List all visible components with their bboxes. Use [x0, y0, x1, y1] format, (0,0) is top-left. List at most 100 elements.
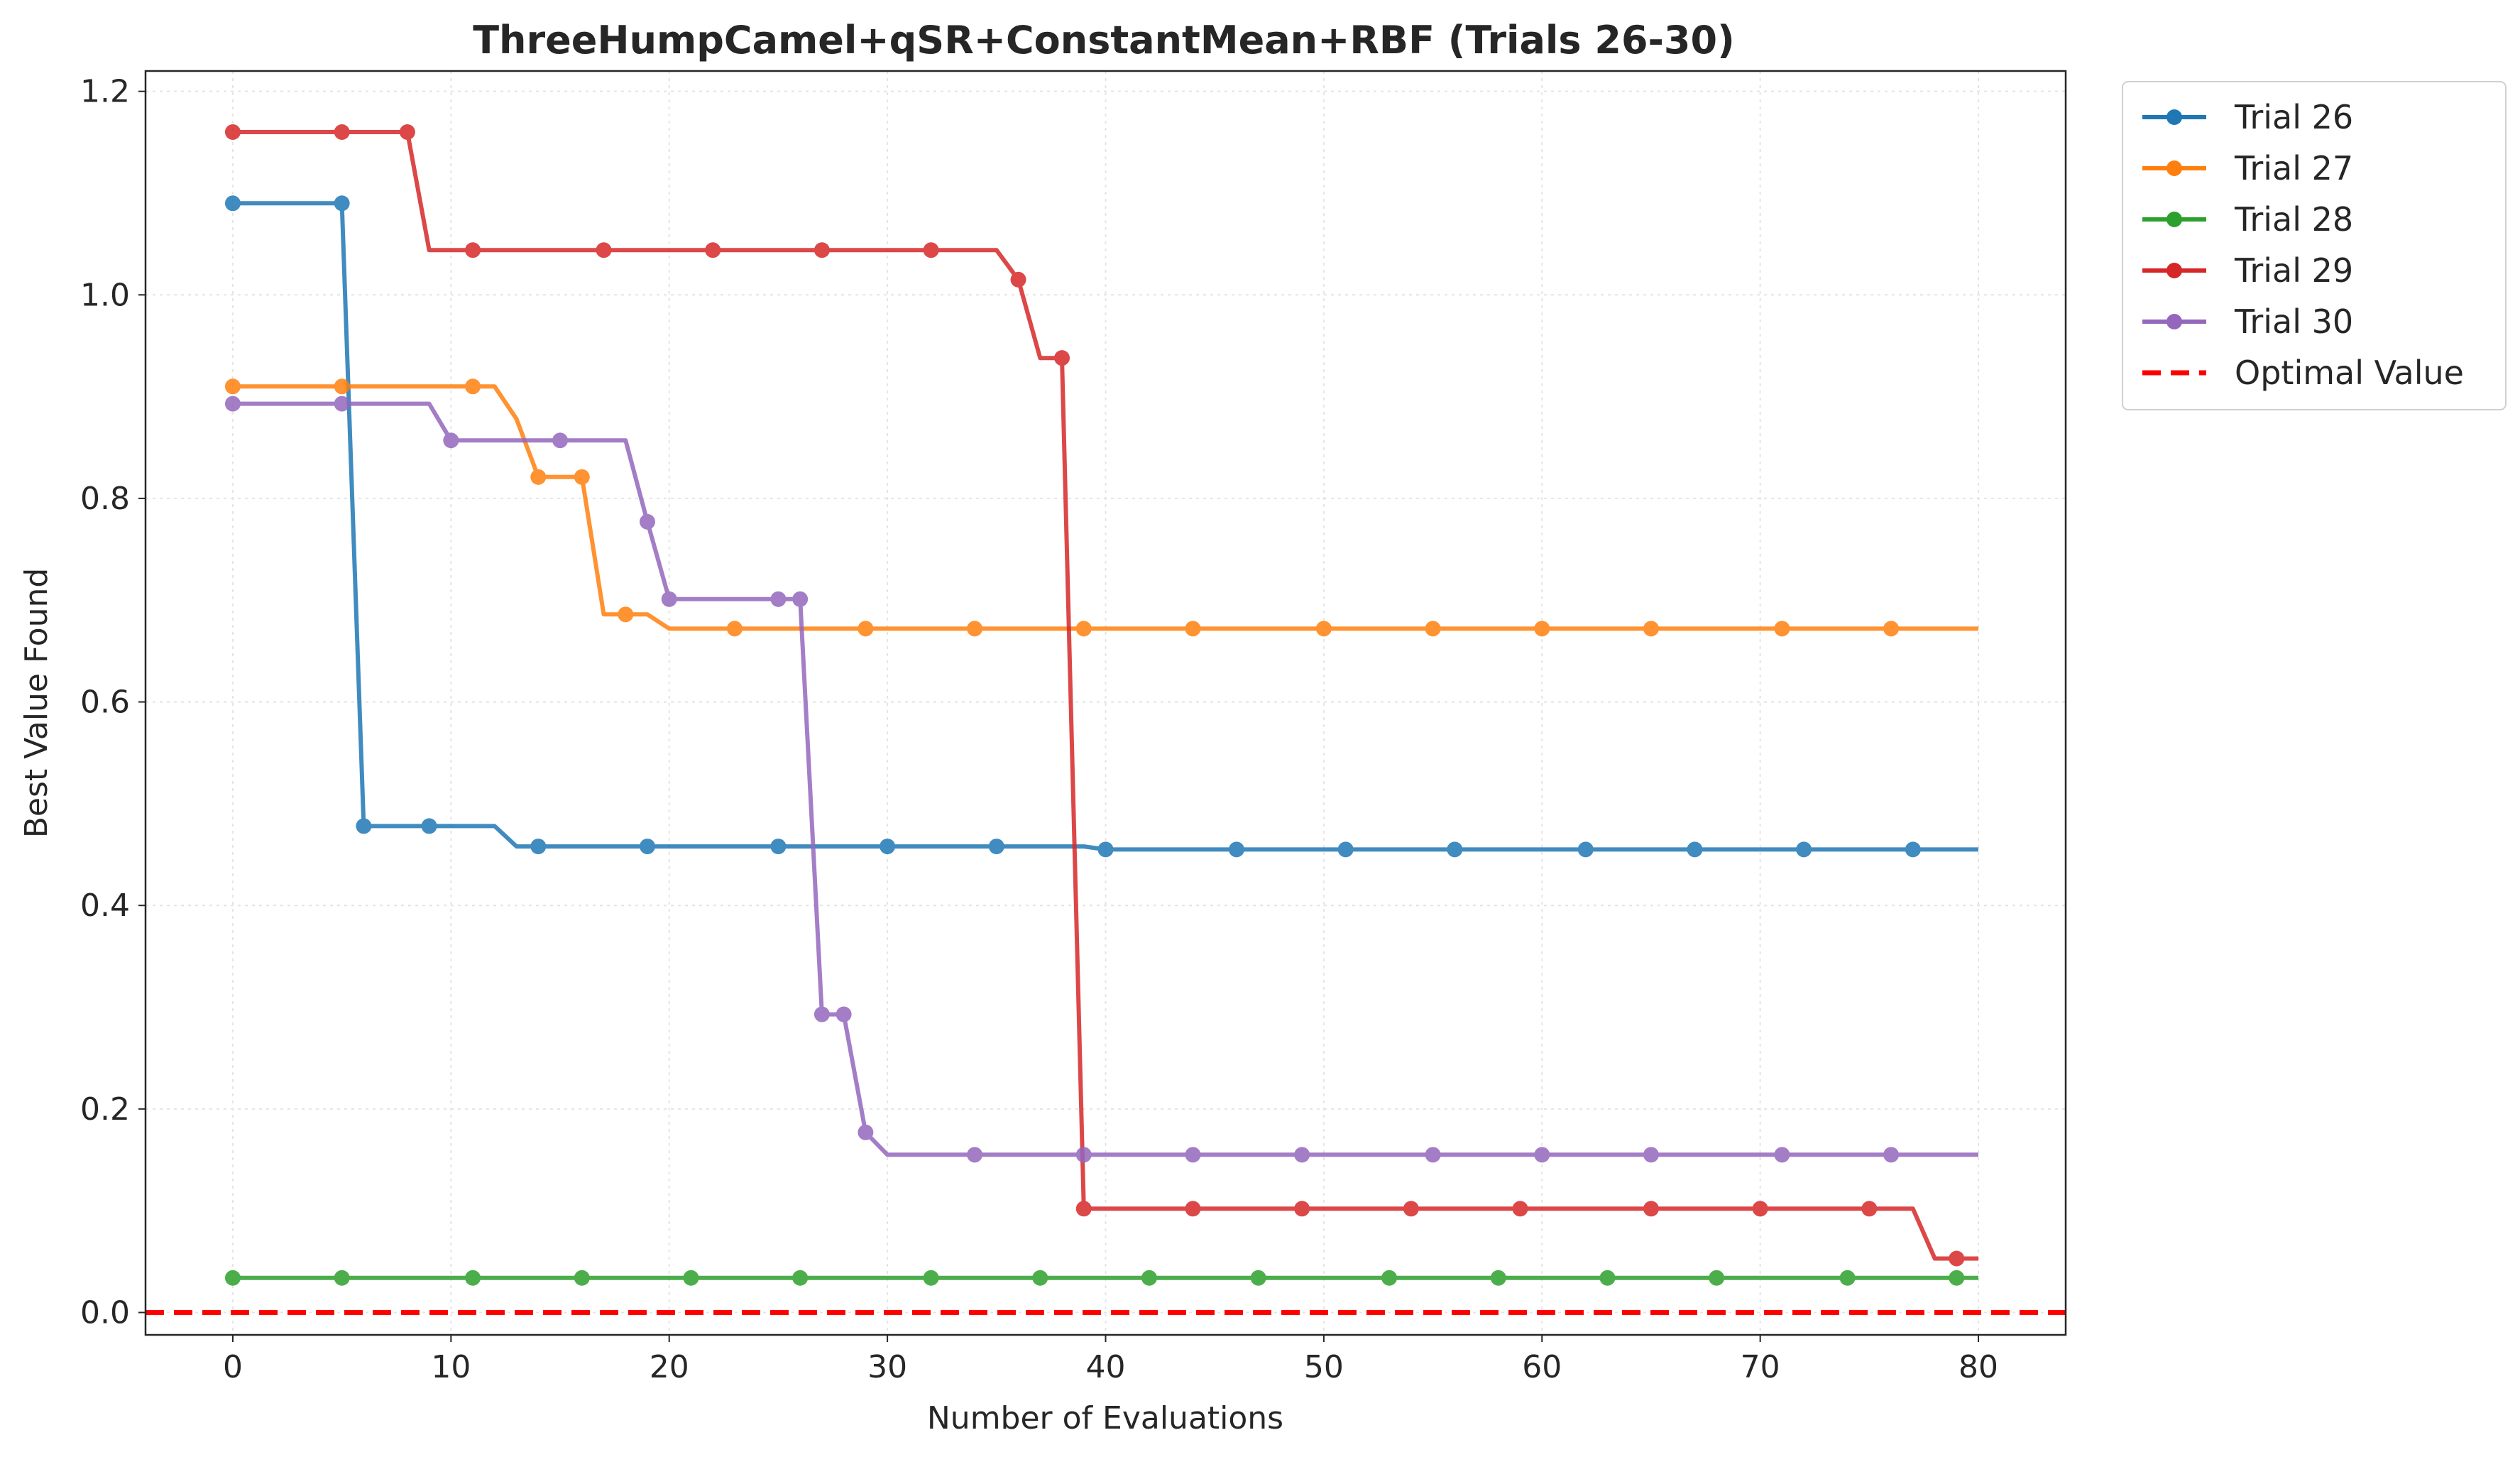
grid [146, 71, 2066, 1335]
series-trial-29 [224, 124, 1978, 1267]
legend-item: Trial 27 [2142, 149, 2353, 187]
data-point [1250, 1270, 1266, 1286]
data-point [224, 395, 241, 412]
data-point [356, 818, 372, 834]
x-tick-label: 30 [867, 1349, 907, 1385]
data-point [224, 1270, 241, 1286]
legend-label: Optimal Value [2235, 354, 2464, 392]
legend-item: Trial 30 [2142, 302, 2353, 341]
y-tick-label: 1.0 [80, 277, 130, 313]
data-point [1839, 1270, 1856, 1286]
data-point [1075, 1201, 1092, 1217]
data-point [1425, 1147, 1441, 1163]
x-tick-label: 40 [1086, 1349, 1126, 1385]
data-point [1883, 621, 1900, 637]
data-point [1687, 841, 1703, 858]
data-point [770, 839, 787, 855]
data-point [1752, 1201, 1768, 1217]
series-line [233, 130, 1978, 1261]
data-point [1228, 841, 1244, 858]
data-point [1643, 1201, 1659, 1217]
data-point [465, 242, 481, 258]
data-point [1534, 1147, 1550, 1163]
data-point [1185, 1201, 1201, 1217]
data-point [1643, 621, 1659, 637]
data-point [421, 818, 437, 834]
legend-box [2122, 81, 2507, 410]
data-point [1577, 841, 1594, 858]
y-tick-label: 0.4 [80, 888, 130, 924]
legend-swatch-marker [2166, 109, 2182, 125]
legend-item: Trial 29 [2142, 251, 2353, 290]
x-tick-label: 50 [1304, 1349, 1344, 1385]
data-point [465, 378, 481, 395]
data-point [967, 621, 983, 637]
data-point [836, 1006, 852, 1022]
data-point [770, 591, 787, 607]
data-point [705, 242, 721, 258]
data-point [1774, 621, 1790, 637]
legend-item: Trial 26 [2142, 98, 2353, 136]
data-point [1294, 1147, 1310, 1163]
data-point [683, 1270, 699, 1286]
x-tick-label: 10 [431, 1349, 471, 1385]
x-tick-label: 80 [1959, 1349, 1998, 1385]
x-tick-label: 0 [223, 1349, 243, 1385]
data-point [858, 1124, 874, 1140]
data-point [1425, 621, 1441, 637]
data-point [1599, 1270, 1616, 1286]
chart-title: ThreeHumpCamel+qSR+ConstantMean+RBF (Tri… [473, 18, 1735, 62]
data-point [1054, 350, 1070, 366]
data-point [1534, 621, 1550, 637]
data-point [224, 124, 241, 140]
y-tick-label: 0.0 [80, 1294, 130, 1331]
data-point [661, 591, 677, 607]
data-point [813, 242, 830, 258]
data-point [1447, 841, 1463, 858]
data-point [224, 378, 241, 395]
y-tick-label: 0.6 [80, 684, 130, 721]
data-point [639, 513, 655, 530]
data-point [923, 242, 939, 258]
data-point [443, 432, 459, 449]
data-point [530, 469, 547, 485]
data-point [334, 1270, 350, 1286]
legend-swatch-marker [2166, 160, 2182, 176]
data-point [1949, 1270, 1965, 1286]
data-point [1294, 1201, 1310, 1217]
series-trial-30 [224, 395, 1978, 1163]
data-point [1075, 1147, 1092, 1163]
legend-swatch-marker [2166, 314, 2182, 329]
data-point [1032, 1270, 1048, 1286]
data-point [858, 621, 874, 637]
data-point [1315, 621, 1332, 637]
data-point [1403, 1201, 1419, 1217]
data-point [1949, 1250, 1965, 1267]
legend-label: Trial 28 [2234, 200, 2353, 239]
y-tick-label: 0.8 [80, 481, 130, 517]
data-point [1381, 1270, 1398, 1286]
data-point [923, 1270, 939, 1286]
legend-swatch-marker [2166, 263, 2182, 278]
data-point [988, 839, 1004, 855]
data-point [465, 1270, 481, 1286]
y-tick-label: 0.2 [80, 1091, 130, 1128]
legend-label: Trial 29 [2234, 251, 2353, 290]
series-trial-28 [224, 1270, 1978, 1286]
data-point [1883, 1147, 1900, 1163]
data-point [1905, 841, 1921, 858]
legend-item: Optimal Value [2142, 354, 2464, 392]
data-point [813, 1006, 830, 1022]
data-point [792, 1270, 809, 1286]
data-point [967, 1147, 983, 1163]
axis-ticks: 0 10 20 30 40 50 60 70 80 0.0 0.2 0.4 0.6 0.8 1.0 1.2 [80, 74, 1998, 1385]
data-point [399, 124, 415, 140]
data-point [334, 395, 350, 412]
series-layer [224, 124, 1978, 1286]
data-point [639, 839, 655, 855]
data-point [574, 1270, 590, 1286]
x-tick-label: 60 [1522, 1349, 1562, 1385]
data-point [1141, 1270, 1157, 1286]
